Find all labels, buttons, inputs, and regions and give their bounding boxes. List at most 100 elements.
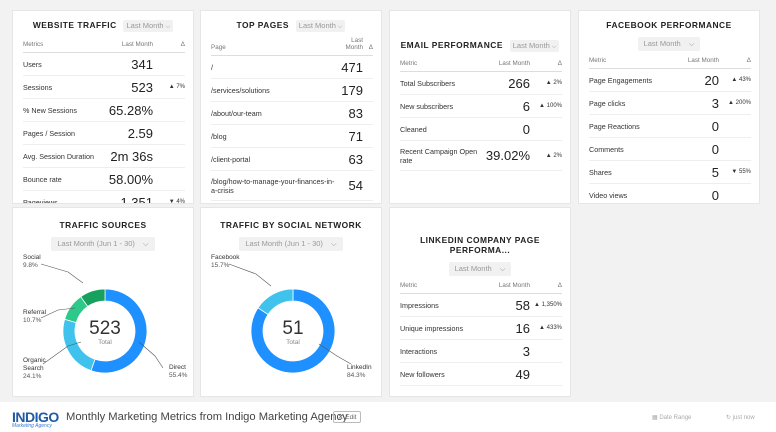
table-row: Page clicks 3 ▲ 200% <box>589 91 751 115</box>
legend-direct-name: Direct <box>169 364 186 371</box>
table-row: /client-portal 63 <box>211 147 373 171</box>
col-delta: Δ <box>530 60 562 72</box>
row-metric: /services/solutions <box>211 78 342 102</box>
table-row: Unique impressions 16 ▲ 433% <box>400 316 562 340</box>
row-value: 2.59 <box>103 121 153 145</box>
row-value: 58.00% <box>103 167 153 191</box>
row-value: 16 <box>487 316 530 340</box>
linkedin-range-dropdown[interactable]: Last Month ⌵ <box>448 262 512 276</box>
email-range-label: Last Month <box>512 41 550 50</box>
legend-facebook-name: Facebook <box>211 254 240 261</box>
table-row: Shares 5 ▼ 55% <box>589 160 751 184</box>
row-delta <box>153 52 185 76</box>
chevron-down-icon: ⌵ <box>496 263 509 275</box>
row-metric: Video views <box>589 183 677 203</box>
website-traffic-title-row: WEBSITE TRAFFIC Last Month ⌵ <box>13 20 193 32</box>
table-row: New followers 49 <box>400 362 562 386</box>
legend-organic-pct: 24.1% <box>23 373 42 380</box>
website-traffic-table: Metrics Last Month Δ Users 341 Sessions 523… <box>23 41 185 203</box>
traffic-sources-range-dropdown[interactable]: Last Month (Jun 1 - 30) ⌵ <box>51 237 155 251</box>
refresh-status[interactable]: ↻ just now <box>726 414 755 421</box>
slice-direct[interactable] <box>90 288 148 374</box>
legend-direct: Direct 55.4% <box>169 364 187 380</box>
row-delta <box>719 137 751 161</box>
row-metric: Avg. Session Duration <box>23 144 104 168</box>
row-value: 1,351 <box>103 190 153 203</box>
traffic-by-social-range-dropdown[interactable]: Last Month (Jun 1 - 30) ⌵ <box>239 237 343 251</box>
linkedin-table: Metric Last Month Δ Impressions 58 ▲ 1,350… <box>400 282 562 386</box>
close-icon: ✕ <box>338 414 344 421</box>
slice-social[interactable] <box>80 288 106 308</box>
legend-linkedin: LinkedIn 84.3% <box>347 364 372 380</box>
facebook-range-label: Last Month <box>640 38 684 49</box>
slice-facebook[interactable] <box>257 288 294 315</box>
row-delta: ▲ 7% <box>153 75 185 99</box>
leader-line <box>228 263 272 287</box>
row-delta <box>363 124 373 148</box>
row-delta: ▲ 43% <box>719 68 751 92</box>
row-delta: ▲ 2% <box>530 140 562 171</box>
email-range-dropdown[interactable]: Last Month ⌵ <box>509 40 560 52</box>
row-delta <box>530 117 562 141</box>
row-delta: ▲ 100% <box>530 94 562 118</box>
row-delta: ▲ 1,350% <box>530 293 562 317</box>
row-delta <box>363 147 373 171</box>
top-pages-card: TOP PAGES Last Month ⌵ Page Last Month Δ /… <box>200 10 382 204</box>
row-delta: ▲ 433% <box>530 316 562 340</box>
row-value: 2m 36s <box>103 144 153 168</box>
row-metric: % New Sessions <box>23 98 104 122</box>
date-range-label: Date Range <box>659 415 692 421</box>
row-value: 0 <box>676 114 719 138</box>
table-row: Page Reactions 0 <box>589 114 751 138</box>
row-metric: / <box>211 55 342 79</box>
legend-organic-search: Organic Search 24.1% <box>23 357 46 381</box>
table-row: Avg. Session Duration 2m 36s <box>23 144 185 168</box>
row-metric: Unique impressions <box>400 316 488 340</box>
row-metric: Cleaned <box>400 117 486 141</box>
row-delta: ▼ 55% <box>719 160 751 184</box>
edit-button[interactable]: ✕ Edit <box>333 411 362 423</box>
table-row: Users 341 <box>23 52 185 76</box>
website-traffic-range-dropdown[interactable]: Last Month ⌵ <box>123 20 174 32</box>
email-title-row: EMAIL PERFORMANCE Last Month ⌵ <box>390 40 570 52</box>
donut-total-value: 51 <box>282 318 303 339</box>
facebook-title: FACEBOOK PERFORMANCE <box>606 20 732 30</box>
row-delta <box>363 78 373 102</box>
legend-referral-pct: 10.7% <box>23 317 42 324</box>
top-pages-table: Page Last Month Δ /471/services/solutions… <box>211 37 373 201</box>
top-pages-range-dropdown[interactable]: Last Month ⌵ <box>295 20 346 32</box>
legend-facebook: Facebook 15.7% <box>211 254 240 270</box>
row-delta <box>153 121 185 145</box>
row-value: 54 <box>341 170 363 201</box>
row-value: 0 <box>676 183 719 203</box>
row-value: 0 <box>485 117 530 141</box>
row-metric: New followers <box>400 362 488 386</box>
table-row: /blog/how-to-manage-your-finances-in-a-c… <box>211 170 373 201</box>
calendar-icon: ▦ <box>652 415 658 421</box>
legend-organic-name-2: Search <box>23 365 44 372</box>
top-pages-range-label: Last Month <box>298 21 336 30</box>
donut-total-label: Total <box>98 339 112 346</box>
table-row: Recent Campaign Open rate 39.02% ▲ 2% <box>400 140 562 171</box>
col-page: Page <box>211 37 342 56</box>
col-value: Last Month <box>341 37 363 56</box>
linkedin-card: LINKEDIN COMPANY PAGE PERFORMA... Last M… <box>389 207 571 397</box>
slice-linkedin[interactable] <box>250 288 336 374</box>
traffic-by-social-card: TRAFFIC BY SOCIAL NETWORK Last Month (Ju… <box>200 207 382 397</box>
col-value: Last Month <box>103 41 153 53</box>
chevron-down-icon: ⌵ <box>337 24 343 30</box>
facebook-range-dropdown[interactable]: Last Month ⌵ <box>637 37 701 51</box>
leader-line <box>318 343 352 365</box>
traffic-sources-title: TRAFFIC SOURCES <box>59 220 147 230</box>
col-metric: Metrics <box>23 41 104 53</box>
table-row: % New Sessions 65.28% <box>23 98 185 122</box>
date-range-button[interactable]: ▦ Date Range <box>652 414 691 421</box>
dashboard-title: Monthly Marketing Metrics from Indigo Ma… <box>66 411 348 423</box>
table-row: Page Engagements 20 ▲ 43% <box>589 68 751 92</box>
table-row: Video views 0 <box>589 183 751 203</box>
legend-linkedin-name: LinkedIn <box>347 364 372 371</box>
row-metric: Page Reactions <box>589 114 677 138</box>
email-table: Metric Last Month Δ Total Subscribers 266… <box>400 60 562 171</box>
table-row: /about/our-team 83 <box>211 101 373 125</box>
table-row: Impressions 58 ▲ 1,350% <box>400 293 562 317</box>
